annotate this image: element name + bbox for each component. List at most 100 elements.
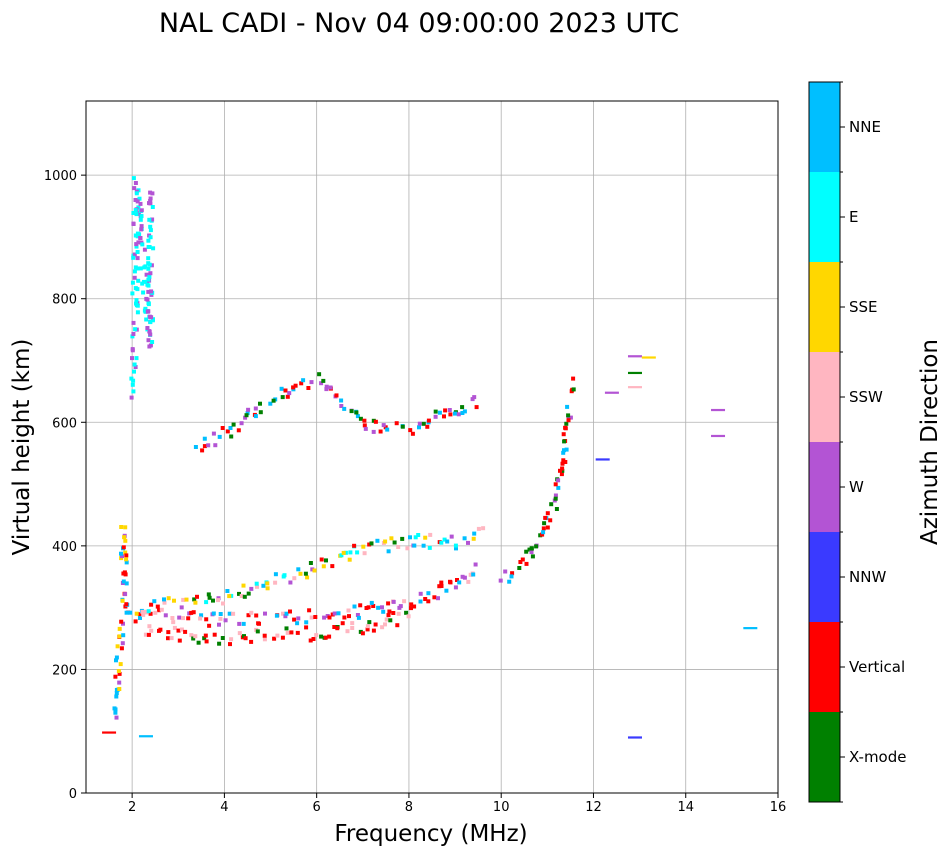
echo-point: [466, 540, 470, 545]
echo-point: [281, 611, 285, 616]
echo-point: [138, 236, 143, 240]
echo-point: [134, 303, 139, 308]
echo-point: [133, 265, 138, 270]
echo-point: [149, 289, 154, 294]
echo-point: [195, 594, 199, 599]
echo-point: [524, 549, 529, 554]
echo-point: [147, 217, 152, 222]
echo-point: [355, 550, 360, 555]
echo-point: [520, 557, 525, 562]
echo-point: [564, 421, 569, 426]
echo-point: [217, 622, 221, 627]
echo-point: [207, 595, 212, 600]
echo-point: [179, 627, 184, 632]
echo-point: [229, 637, 234, 642]
echo-point: [560, 466, 565, 471]
echo-point: [149, 292, 154, 297]
echo-point: [524, 561, 529, 566]
echo-point: [274, 613, 279, 618]
echo-point: [150, 340, 155, 344]
echo-point: [138, 616, 142, 620]
echo-point: [283, 388, 288, 393]
echo-point: [565, 404, 570, 409]
echo-point: [361, 544, 366, 549]
colorbar-label: SSE: [849, 298, 878, 316]
echo-point: [510, 571, 515, 576]
echo-point: [147, 624, 152, 629]
echo-point: [265, 586, 270, 591]
echo-point: [133, 181, 138, 185]
echo-point: [146, 632, 151, 637]
echo-point: [332, 611, 337, 616]
echo-point: [363, 426, 368, 431]
echo-point: [296, 616, 301, 621]
echo-point: [246, 591, 251, 596]
echo-point: [342, 615, 347, 620]
colorbar-border: [808, 81, 841, 803]
echo-point: [179, 605, 184, 610]
echo-point: [246, 613, 251, 618]
echo-point: [202, 444, 207, 449]
echo-point: [227, 611, 232, 616]
echo-point: [319, 557, 324, 562]
echo-point: [503, 569, 508, 574]
echo-point: [436, 596, 440, 601]
echo-point: [408, 428, 413, 433]
echo-point: [144, 610, 149, 615]
echo-point: [150, 191, 155, 196]
echo-point: [556, 478, 561, 483]
echo-point: [135, 310, 140, 315]
echo-point: [123, 550, 128, 555]
echo-point: [350, 621, 355, 626]
echo-point: [193, 445, 198, 449]
echo-point: [321, 378, 326, 383]
echo-point: [423, 597, 428, 601]
echo-point: [371, 628, 376, 633]
echo-point: [457, 580, 462, 585]
echo-point: [428, 532, 433, 537]
echo-point: [562, 439, 567, 444]
echo-point: [124, 581, 129, 586]
echo-point: [147, 201, 151, 206]
echo-point: [442, 537, 447, 542]
echo-point: [130, 334, 135, 339]
echo-point: [119, 525, 124, 529]
echo-point: [334, 393, 339, 398]
echo-point: [241, 621, 246, 626]
echo-point: [254, 613, 259, 618]
echo-point: [123, 525, 128, 530]
echo-point: [249, 639, 254, 644]
echo-point: [433, 409, 438, 414]
echo-point: [373, 419, 378, 424]
echo-point: [343, 550, 348, 555]
echo-point: [388, 618, 393, 623]
y-axis: 0 200 400 600 800 1000: [44, 169, 86, 802]
echo-point: [319, 634, 324, 639]
echo-point: [323, 635, 328, 640]
echo-point: [280, 635, 285, 640]
echo-point: [124, 610, 129, 615]
echo-point: [258, 401, 262, 406]
echo-point: [159, 607, 164, 612]
echo-point: [398, 604, 403, 609]
echo-point: [421, 543, 426, 548]
echo-point: [391, 599, 396, 604]
echo-point: [117, 671, 122, 676]
echo-point: [134, 244, 139, 249]
echo-point: [291, 385, 296, 390]
echo-point: [144, 272, 149, 277]
echo-point: [564, 447, 569, 452]
echo-point: [427, 545, 432, 550]
echo-point: [385, 427, 390, 432]
echo-point: [409, 602, 414, 607]
y-tick-label: 600: [52, 416, 77, 431]
y-tick-label: 0: [69, 787, 77, 802]
echo-point: [132, 186, 137, 191]
echo-point: [293, 383, 298, 388]
echo-point: [282, 573, 287, 578]
echo-point: [288, 609, 292, 614]
echo-point: [402, 599, 407, 604]
echo-point: [283, 614, 288, 619]
echo-point: [131, 211, 136, 215]
